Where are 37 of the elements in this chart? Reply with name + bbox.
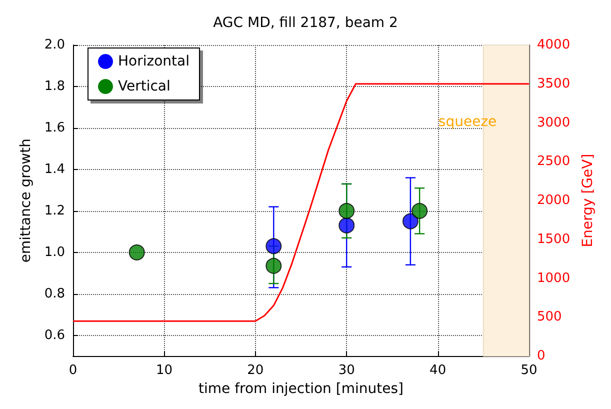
y-tick-label: 1.6 — [44, 120, 65, 136]
y2-tick-label: 500 — [537, 310, 562, 325]
x-tick-label: 40 — [430, 363, 446, 378]
point — [412, 202, 428, 219]
y2-tick-label: 2000 — [537, 193, 570, 208]
x-axis-title: time from injection [minutes] — [198, 381, 404, 397]
x-tick-label: 10 — [156, 363, 172, 378]
y-tick-label: 0.8 — [44, 286, 65, 302]
point — [266, 238, 282, 254]
x-tick-label: 0 — [68, 363, 78, 378]
annotation: squeeze — [438, 114, 497, 130]
point — [266, 258, 282, 274]
y2-tick-label: 0 — [537, 348, 546, 364]
y2-tick-label: 2500 — [537, 154, 570, 170]
y2-tick-label: 3500 — [537, 76, 570, 92]
legend-label: Vertical — [118, 78, 170, 94]
y2-tick-label: 1500 — [537, 232, 570, 247]
point — [128, 244, 145, 260]
y-tick-label: 1.0 — [44, 244, 65, 260]
y-axis-title: emittance growth — [18, 138, 34, 263]
y2-tick-label: 4000 — [537, 38, 570, 52]
point — [338, 202, 355, 219]
y2-tick-label: 1000 — [537, 270, 570, 286]
point — [338, 217, 355, 234]
y2-tick-label: 3000 — [537, 115, 570, 130]
y-tick-label: 2.0 — [44, 38, 65, 52]
y-tick-label: 1.2 — [44, 203, 65, 218]
y-tick-label: 1.8 — [44, 78, 65, 94]
point — [402, 213, 418, 230]
y2-axis-title: Energy [GeV] — [580, 154, 596, 248]
x-tick-label: 50 — [520, 363, 538, 378]
chart-title: AGC MD, fill 2187, beam 2 — [213, 15, 398, 31]
x-tick-label: 20 — [247, 363, 264, 378]
y-tick-label: 0.6 — [44, 328, 65, 343]
x-tick-label: 30 — [338, 363, 355, 378]
legend-label: Horizontal — [118, 54, 190, 70]
y-tick-label: 1.4 — [44, 162, 65, 177]
